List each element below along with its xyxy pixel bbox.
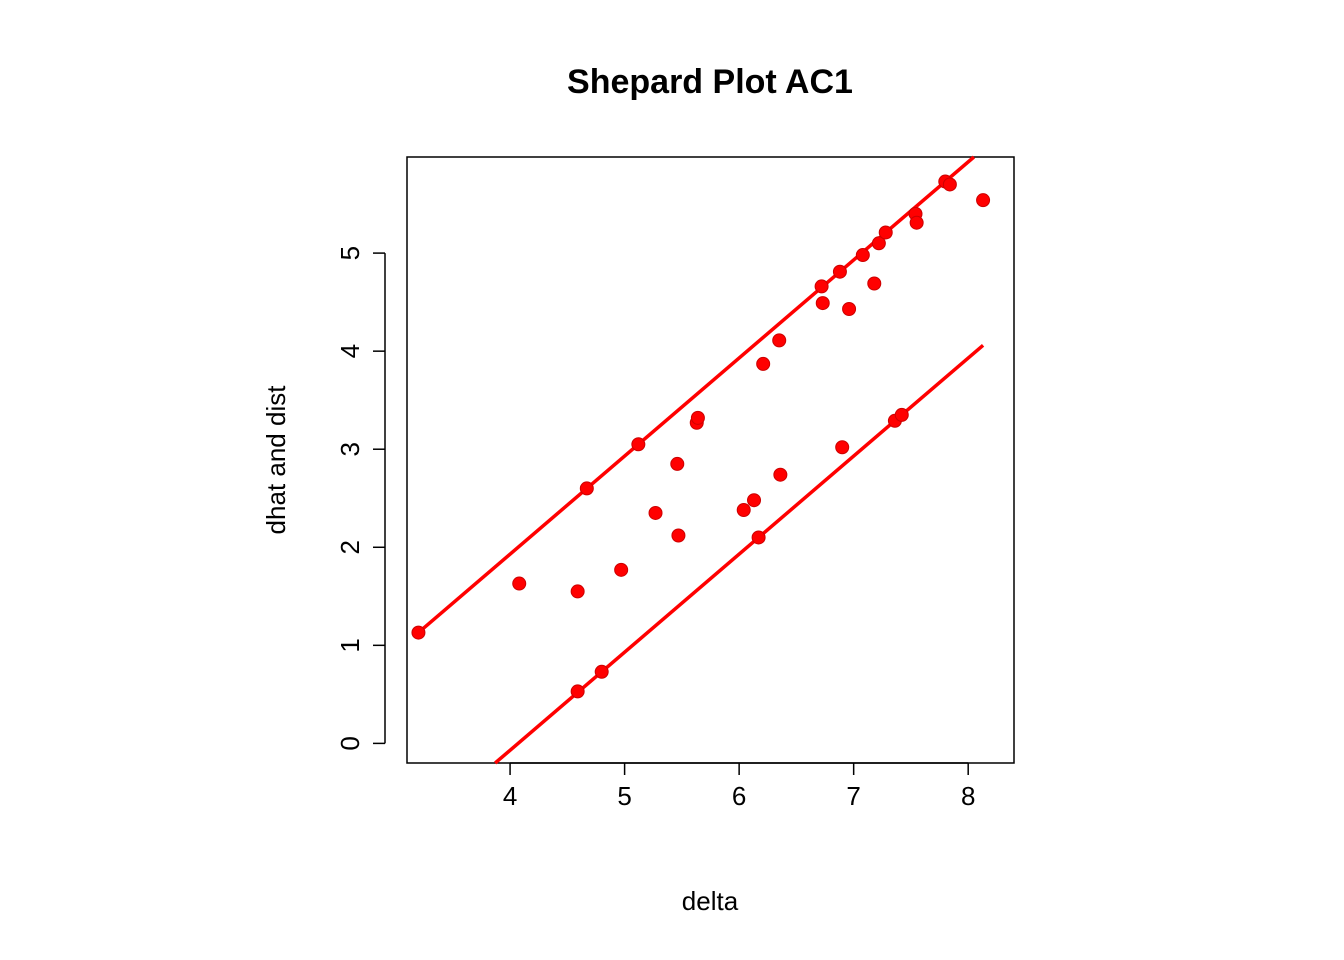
y-tick-label: 3 (335, 442, 365, 456)
fit-lines (417, 155, 985, 765)
data-point (814, 279, 829, 294)
data-point (855, 248, 870, 263)
data-point (671, 528, 686, 543)
data-point (867, 276, 882, 291)
data-point (842, 301, 857, 316)
data-point (570, 684, 585, 699)
data-point (909, 215, 924, 230)
data-point (942, 177, 957, 192)
data-point (579, 481, 594, 496)
fit-line-2 (494, 343, 985, 765)
data-point (411, 625, 426, 640)
data-point (690, 410, 705, 425)
x-tick-label: 4 (503, 781, 517, 811)
data-point (512, 576, 527, 591)
data-point (871, 236, 886, 251)
data-point (751, 530, 766, 545)
data-point (894, 407, 909, 422)
x-tick-label: 6 (732, 781, 746, 811)
data-point (878, 225, 893, 240)
data-point (648, 505, 663, 520)
data-point (976, 193, 991, 208)
x-axis-label: delta (682, 886, 739, 916)
x-tick-label: 8 (961, 781, 975, 811)
data-point (835, 440, 850, 455)
x-tick-label: 7 (846, 781, 860, 811)
data-point (747, 493, 762, 508)
y-tick-label: 0 (335, 736, 365, 750)
y-tick-label: 5 (335, 246, 365, 260)
data-point (631, 437, 646, 452)
data-point (756, 356, 771, 371)
chart-title: Shepard Plot AC1 (567, 63, 853, 101)
plot-frame (406, 156, 1015, 764)
y-axis-label: dhat and dist (261, 385, 291, 535)
data-point (815, 296, 830, 311)
data-point (670, 456, 685, 471)
data-point (594, 664, 609, 679)
y-tick-label: 2 (335, 540, 365, 554)
x-tick-label: 5 (617, 781, 631, 811)
data-point (570, 584, 585, 599)
y-tick-label: 1 (335, 638, 365, 652)
x-axis: 4 5 6 7 8 (503, 762, 975, 811)
data-points (411, 174, 991, 699)
data-point (614, 562, 629, 577)
y-tick-label: 4 (335, 344, 365, 358)
data-point (736, 503, 751, 518)
data-point (772, 333, 787, 348)
data-point (773, 467, 788, 482)
y-axis: 0 1 2 3 4 5 (335, 246, 386, 751)
data-point (832, 264, 847, 279)
